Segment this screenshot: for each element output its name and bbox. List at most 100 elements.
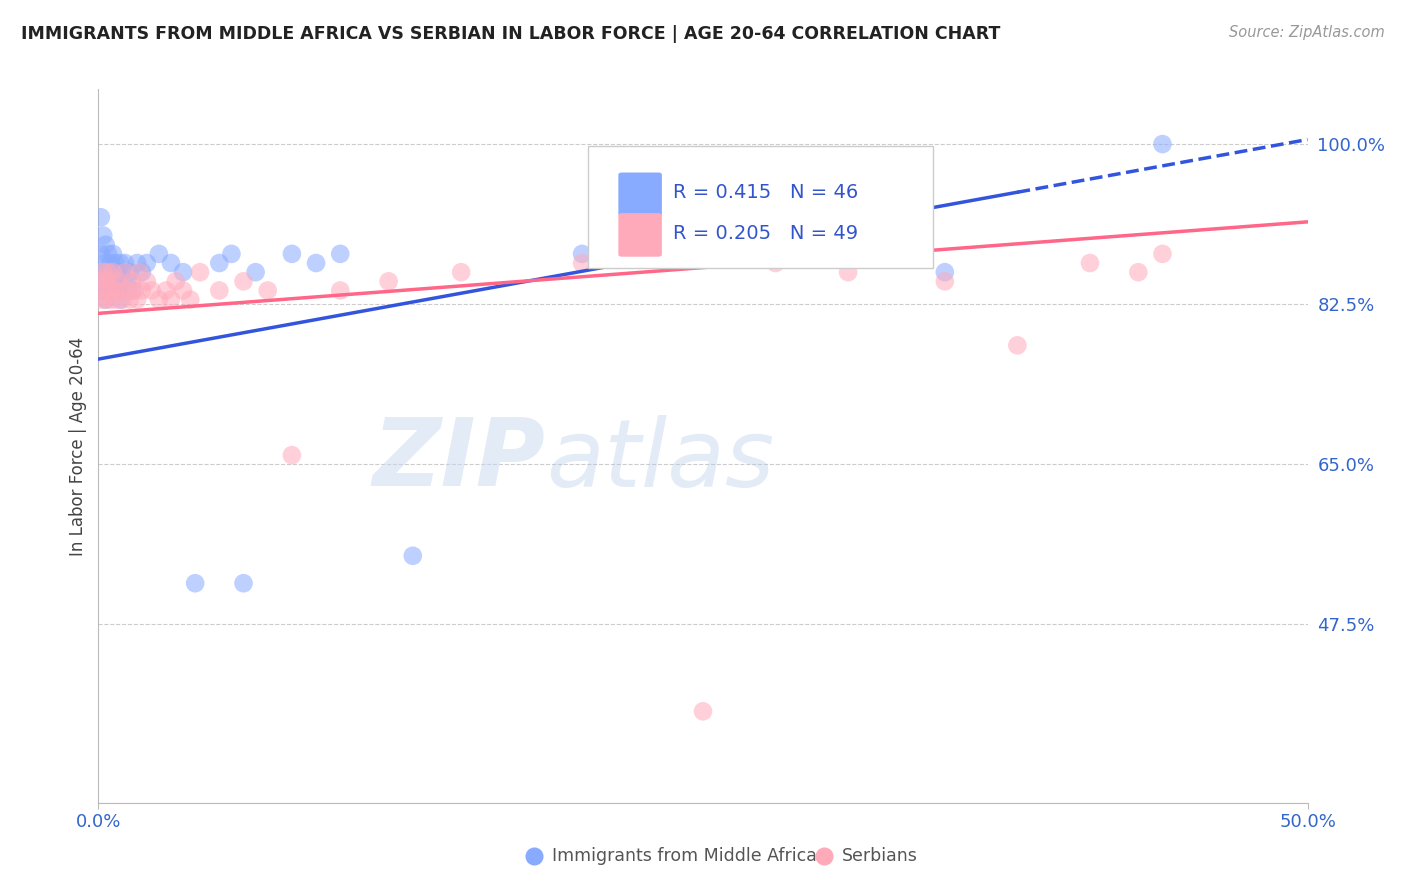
Point [101,265,124,279]
Point [101,265,124,279]
Point [100,274,122,288]
Point [155,284,177,298]
Point [91,265,114,279]
Point [245,265,267,279]
Text: Immigrants from Middle Africa: Immigrants from Middle Africa [551,847,817,865]
Point [118,293,141,307]
Point [124,284,146,298]
Point [91,284,114,298]
Point [765,256,787,270]
Point [232,274,254,288]
Point [128,265,150,279]
Point [934,274,956,288]
Point [402,549,425,563]
Y-axis label: In Labor Force | Age 20-64: In Labor Force | Age 20-64 [69,336,87,556]
Point [94,274,117,288]
Point [91,265,114,279]
Point [127,256,149,270]
Point [90,247,112,261]
Point [107,274,129,288]
Text: R = 0.415   N = 46: R = 0.415 N = 46 [672,183,858,202]
Point [571,256,593,270]
Point [111,265,134,279]
Point [281,247,304,261]
Point [281,448,304,462]
Point [1152,137,1174,152]
Point [97,247,120,261]
Point [571,247,593,261]
Point [90,293,112,307]
Point [94,293,117,307]
Point [91,228,114,243]
Point [179,293,201,307]
FancyBboxPatch shape [588,146,932,268]
Point [221,247,243,261]
Text: Serbians: Serbians [842,847,918,865]
Point [208,284,231,298]
Point [90,274,112,288]
Point [121,274,143,288]
Point [172,265,194,279]
Text: atlas: atlas [546,415,775,506]
Point [94,256,117,270]
Point [94,293,117,307]
Point [114,265,136,279]
Point [107,265,129,279]
Point [692,704,714,718]
Point [101,247,124,261]
Point [118,265,141,279]
Point [377,274,399,288]
Point [90,274,112,288]
Point [188,265,211,279]
Text: Source: ZipAtlas.com: Source: ZipAtlas.com [1229,25,1385,40]
Point [305,256,328,270]
Point [111,293,134,307]
Point [837,265,859,279]
Point [131,265,153,279]
Point [232,576,254,591]
Point [104,256,127,270]
Point [329,284,352,298]
Point [94,237,117,252]
Point [1152,247,1174,261]
Point [148,293,170,307]
Point [1007,338,1029,352]
Point [160,256,183,270]
Text: IMMIGRANTS FROM MIDDLE AFRICA VS SERBIAN IN LABOR FORCE | AGE 20-64 CORRELATION : IMMIGRANTS FROM MIDDLE AFRICA VS SERBIAN… [21,25,1001,43]
FancyBboxPatch shape [619,213,662,257]
Point [100,293,122,307]
Point [114,256,136,270]
Point [934,265,956,279]
Point [117,274,139,288]
Point [141,284,163,298]
Point [97,284,120,298]
Point [1128,265,1150,279]
Point [135,274,157,288]
Point [107,284,129,298]
Point [172,284,194,298]
Point [101,284,124,298]
Text: R = 0.205   N = 49: R = 0.205 N = 49 [672,224,858,243]
Point [91,284,114,298]
Point [329,247,352,261]
Point [104,274,127,288]
Point [108,293,131,307]
Point [131,284,153,298]
Point [108,256,131,270]
Point [121,284,143,298]
Point [1078,256,1101,270]
Point [165,274,187,288]
Point [97,265,120,279]
Point [104,293,127,307]
Point [97,284,120,298]
Point [208,256,231,270]
FancyBboxPatch shape [619,172,662,216]
Point [127,293,149,307]
Point [97,265,120,279]
Point [117,284,139,298]
Point [450,265,472,279]
Point [148,247,170,261]
Point [160,293,183,307]
Point [104,284,127,298]
Point [90,211,112,225]
